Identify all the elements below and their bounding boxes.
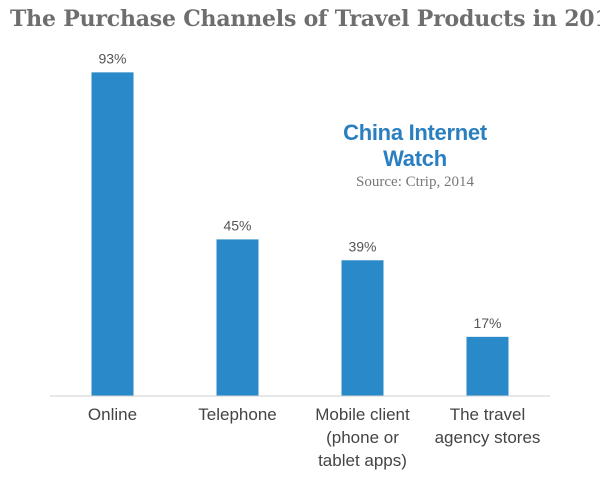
category-label: Telephone [198,405,276,424]
bar-value-label: 39% [348,238,376,254]
category-label: The travel agency stores [435,405,541,447]
category-label: Online [88,405,137,424]
bar [466,336,509,396]
bar-value-label: 17% [473,315,501,331]
bar [91,72,134,397]
bar [341,260,384,396]
category-label: Mobile client (phone or tablet apps) [315,405,410,470]
watermark-brand: China Internet Watch [343,120,487,171]
category-labels-group: Online Telephone Mobile client (phone or tab… [88,405,540,470]
watermark: China Internet Watch Source: Ctrip, 2014 [310,120,520,191]
bars-group: 93% 45% 39% 17% [91,50,509,397]
bar-value-label: 45% [223,217,251,233]
chart-title: The Purchase Channels of Travel Products… [10,6,600,32]
watermark-source: Source: Ctrip, 2014 [356,174,474,190]
bar-value-label: 93% [98,50,126,66]
bar [216,239,259,396]
